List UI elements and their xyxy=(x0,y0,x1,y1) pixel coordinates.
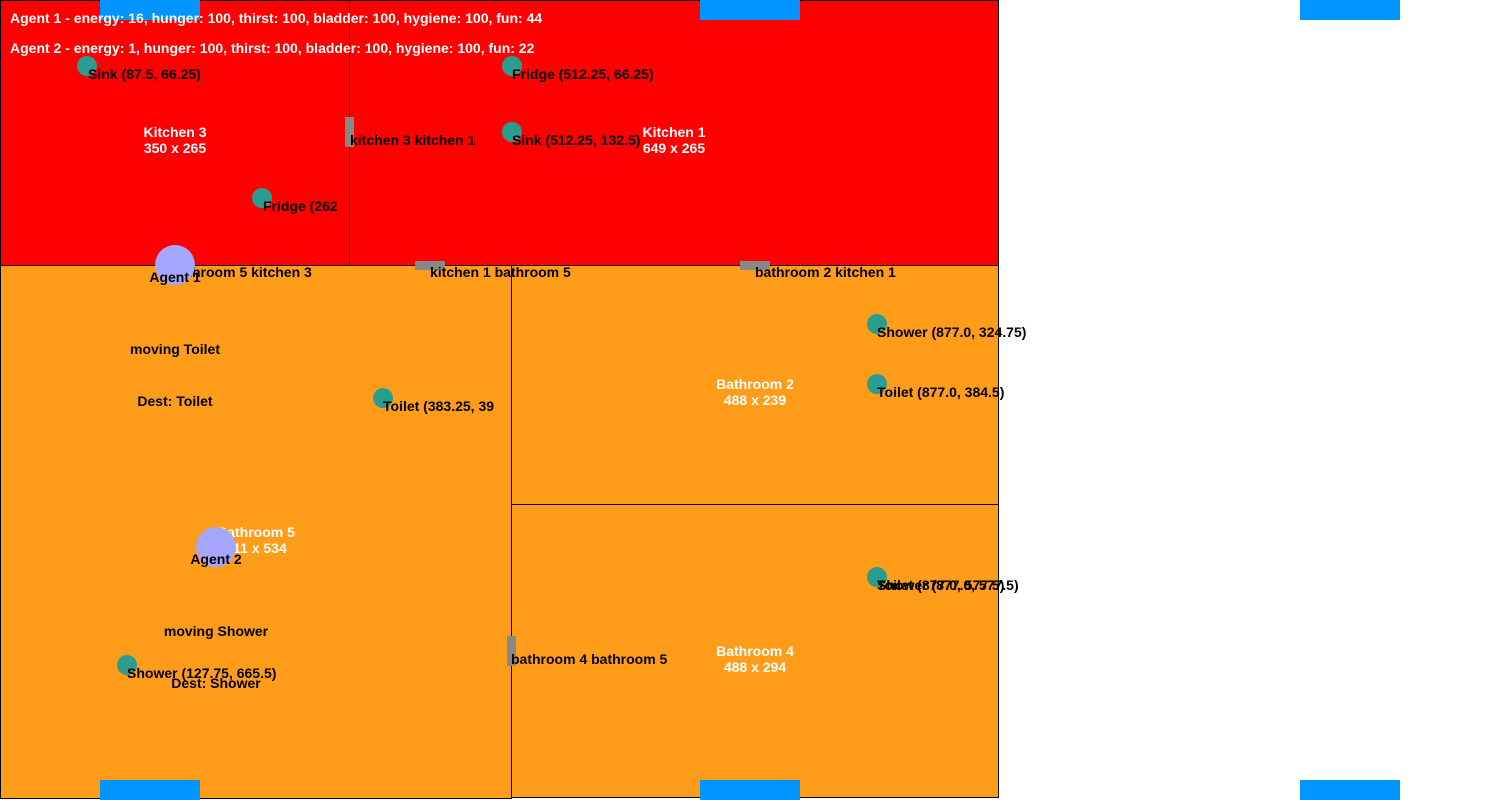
door-kitchen3-kitchen1[interactable] xyxy=(345,117,354,147)
object-label: Fridge (512.25, 66.25) xyxy=(512,66,654,82)
door-bathroom2-kitchen1[interactable] xyxy=(740,261,770,270)
room-name: Bathroom 5 xyxy=(217,524,295,540)
agent-1-name: Agent 1 xyxy=(149,269,201,285)
object-label: Shower (877.0, 577.5) xyxy=(877,577,1019,593)
window xyxy=(1300,0,1400,20)
room-bathroom-5 xyxy=(0,265,512,799)
room-size: 488 x 294 xyxy=(723,659,787,675)
agent-1-action: moving Toilet xyxy=(130,341,220,357)
shower-object[interactable] xyxy=(117,655,137,675)
agent-2-info: Agent 2 moving Shower Dest: Shower xyxy=(164,519,268,707)
room-size: 488 x 239 xyxy=(723,392,787,408)
room-size: 350 x 265 xyxy=(143,140,207,156)
room-kitchen-3 xyxy=(0,0,350,266)
sink-object[interactable] xyxy=(502,122,522,142)
room-label-bathroom-4: Bathroom 4 488 x 294 xyxy=(716,643,794,675)
room-name: Bathroom 2 xyxy=(716,376,794,392)
door-label-kitchen1-bathroom5: kitchen 1 bathroom 5 xyxy=(430,264,571,280)
room-name: Kitchen 1 xyxy=(642,124,706,140)
window xyxy=(1300,780,1400,800)
room-label-bathroom-2: Bathroom 2 488 x 239 xyxy=(716,376,794,408)
room-label-kitchen-1: Kitchen 1 649 x 265 xyxy=(642,124,705,156)
window xyxy=(700,780,800,800)
toilet-object[interactable] xyxy=(867,374,887,394)
agent-2-status: Agent 2 - energy: 1, hunger: 100, thirst… xyxy=(10,40,535,56)
fridge-object[interactable] xyxy=(252,188,272,208)
object-label: Toilet (877.0, 384.5) xyxy=(877,384,1005,400)
agent-1-dest: Dest: Toilet xyxy=(137,393,213,409)
room-name: Bathroom 4 xyxy=(716,643,794,659)
door-bathroom4-bathroom5[interactable] xyxy=(507,636,516,666)
toilet-object[interactable] xyxy=(373,388,393,408)
object-label: Sink (87.5, 66.25) xyxy=(88,66,201,82)
object-label: Shower (877.0, 324.75) xyxy=(877,324,1027,340)
shower-object[interactable] xyxy=(867,314,887,334)
object-label: Toilet (383.25, 39 xyxy=(383,398,495,414)
agent-2-name: Agent 2 xyxy=(190,551,242,567)
agent-2-dest: Dest: Shower xyxy=(171,675,261,691)
agent-2-action: moving Shower xyxy=(163,623,269,639)
window xyxy=(100,780,200,800)
room-label-kitchen-3: Kitchen 3 350 x 265 xyxy=(143,124,206,156)
window xyxy=(700,0,800,20)
object-label: Toilet (877.0, 577.5) xyxy=(877,577,1005,593)
object-label: Sink (512.25, 132.5) xyxy=(512,132,641,148)
door-label-bathroom2-kitchen1: bathroom 2 kitchen 1 xyxy=(755,264,896,280)
room-name: Kitchen 3 xyxy=(143,124,207,140)
object-label: Shower (127.75, 665.5) xyxy=(127,665,277,681)
room-bathroom-4 xyxy=(511,504,999,798)
door-label-kitchen3-kitchen1: kitchen 3 kitchen 1 xyxy=(350,132,476,148)
window xyxy=(100,0,200,20)
sink-object[interactable] xyxy=(77,56,97,76)
toilet-object[interactable] xyxy=(867,567,887,587)
room-size: 649 x 265 xyxy=(642,140,706,156)
door-kitchen1-bathroom5[interactable] xyxy=(415,261,445,270)
agent-1-info: Agent 1 moving Toilet Dest: Toilet xyxy=(130,237,220,425)
room-bathroom-2 xyxy=(511,265,999,505)
agent-1-avatar[interactable] xyxy=(155,245,195,285)
object-label: Fridge (262 xyxy=(263,198,338,214)
door-label-bathroom4-bathroom5: bathroom 4 bathroom 5 xyxy=(511,651,668,667)
room-kitchen-1 xyxy=(349,0,999,266)
agent-1-status: Agent 1 - energy: 16, hunger: 100, thirs… xyxy=(10,10,543,26)
agent-2-avatar[interactable] xyxy=(196,527,236,567)
fridge-object[interactable] xyxy=(502,56,522,76)
